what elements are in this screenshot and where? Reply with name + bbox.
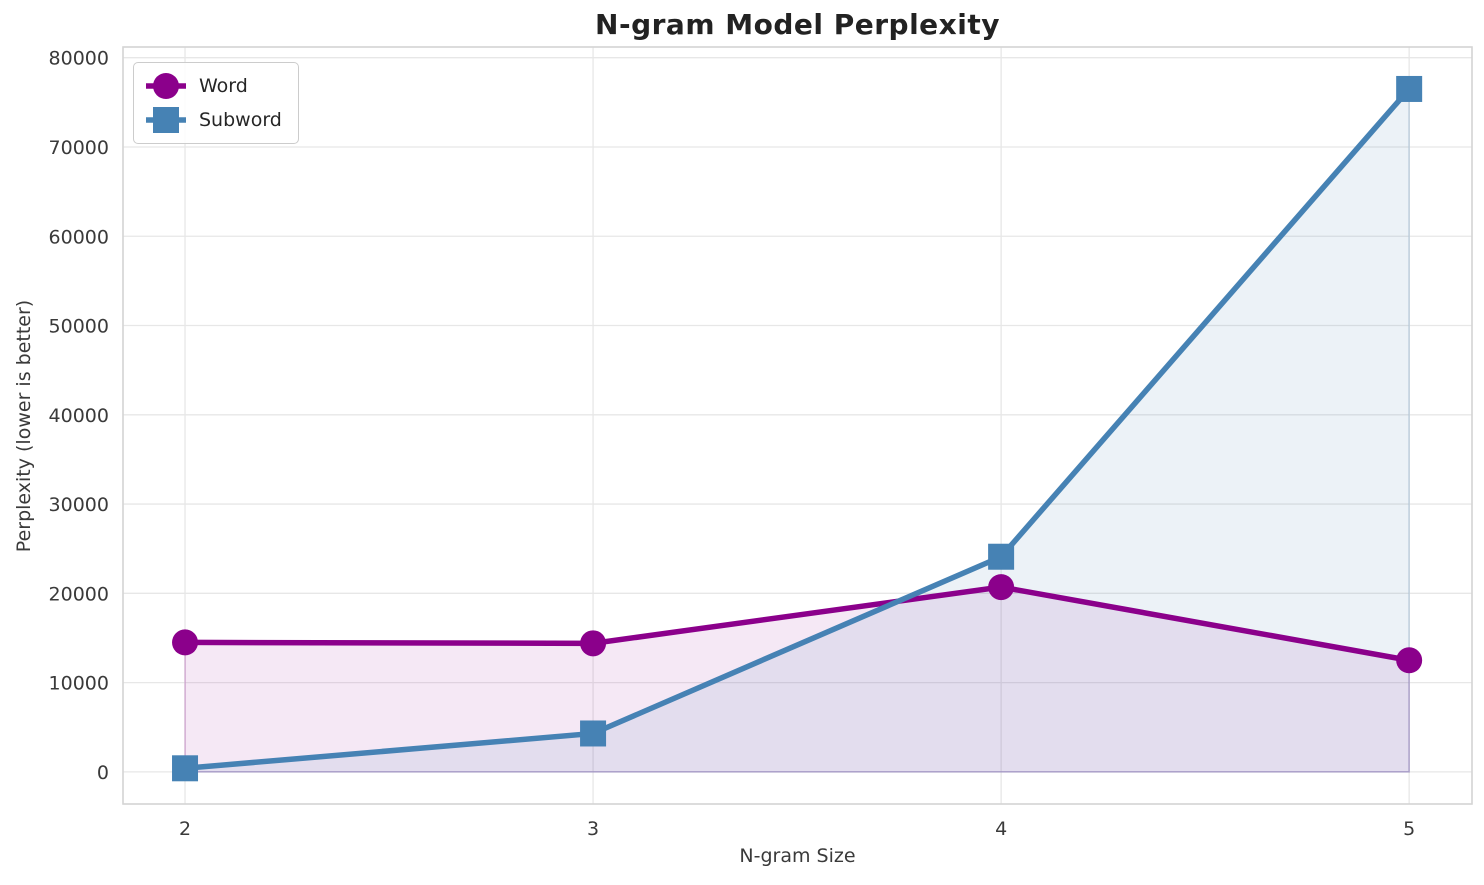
word-data-point	[172, 629, 199, 656]
y-tick-label: 80000	[49, 48, 109, 70]
x-axis-label: N-gram Size	[739, 845, 856, 867]
plot-border	[122, 46, 1473, 805]
y-tick-label: 10000	[49, 673, 109, 695]
subword-data-point	[172, 755, 199, 782]
y-tick-label: 20000	[49, 583, 109, 605]
subword-line	[182, 86, 1412, 772]
word-line	[182, 584, 1412, 664]
word-data-point	[1396, 647, 1423, 674]
subword-data-point	[988, 543, 1015, 570]
y-tick-label: 60000	[49, 226, 109, 248]
legend-label-word: Word	[199, 75, 248, 97]
y-tick-label: 70000	[49, 137, 109, 159]
legend-item-subword: Subword	[143, 104, 282, 136]
x-tick-label: 2	[179, 818, 191, 840]
x-tick-label: 5	[1403, 818, 1415, 840]
word-data-point	[580, 630, 607, 657]
legend: Word Subword	[133, 62, 299, 144]
y-axis-label: Perplexity (lower is better)	[13, 299, 35, 553]
legend-item-word: Word	[143, 70, 282, 102]
y-tick-label: 0	[97, 762, 109, 784]
y-tick-label: 30000	[49, 494, 109, 516]
subword-data-point	[1396, 75, 1423, 102]
x-tick-label: 4	[995, 818, 1007, 840]
subword-series-square-icon	[146, 107, 186, 133]
word-data-point	[988, 574, 1015, 601]
legend-label-subword: Subword	[199, 109, 282, 131]
y-tick-label: 40000	[49, 405, 109, 427]
plot-area	[123, 47, 1472, 804]
chart-title: N-gram Model Perplexity	[595, 8, 1000, 41]
word-series-circle-icon	[146, 73, 186, 99]
subword-data-point	[580, 720, 607, 747]
y-tick-label: 50000	[49, 316, 109, 338]
x-tick-label: 3	[587, 818, 599, 840]
